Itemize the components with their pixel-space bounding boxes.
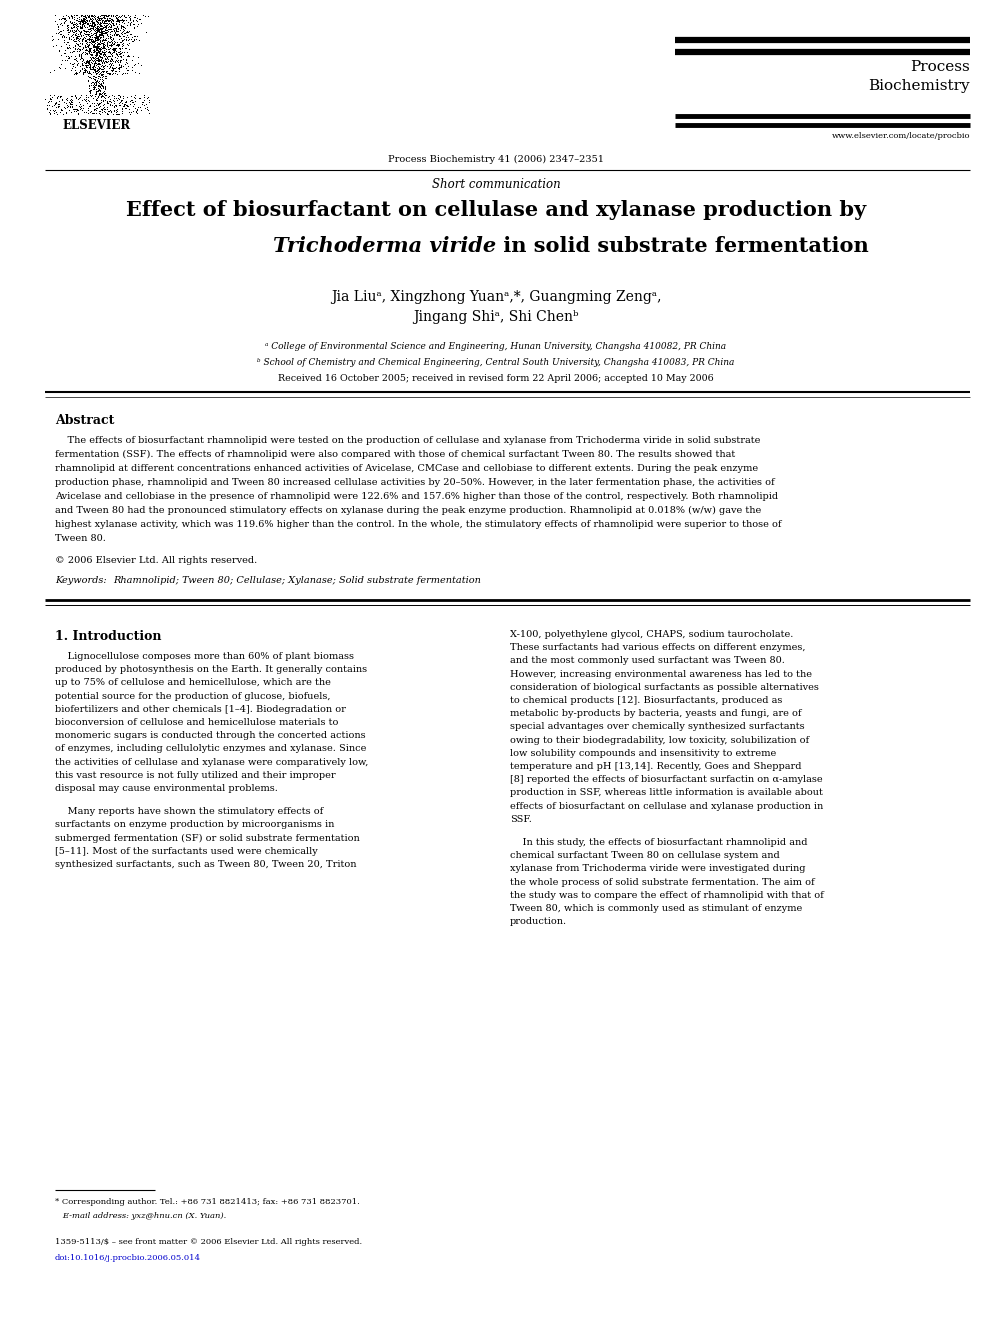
Text: Effect of biosurfactant on cellulase and xylanase production by: Effect of biosurfactant on cellulase and… [126, 200, 866, 220]
Text: 1359-5113/$ – see front matter © 2006 Elsevier Ltd. All rights reserved.: 1359-5113/$ – see front matter © 2006 El… [55, 1238, 362, 1246]
Text: production.: production. [510, 917, 567, 926]
Text: highest xylanase activity, which was 119.6% higher than the control. In the whol: highest xylanase activity, which was 119… [55, 520, 782, 529]
Text: [8] reported the effects of biosurfactant surfactin on α-amylase: [8] reported the effects of biosurfactan… [510, 775, 822, 785]
Text: produced by photosynthesis on the Earth. It generally contains: produced by photosynthesis on the Earth.… [55, 665, 367, 675]
Text: consideration of biological surfactants as possible alternatives: consideration of biological surfactants … [510, 683, 818, 692]
Text: Biochemistry: Biochemistry [868, 79, 970, 93]
Text: special advantages over chemically synthesized surfactants: special advantages over chemically synth… [510, 722, 805, 732]
Text: Jingang Shiᵃ, Shi Chenᵇ: Jingang Shiᵃ, Shi Chenᵇ [414, 310, 578, 324]
Text: Abstract: Abstract [55, 414, 114, 427]
Text: low solubility compounds and insensitivity to extreme: low solubility compounds and insensitivi… [510, 749, 777, 758]
Text: E-mail address: yxz@hnu.cn (X. Yuan).: E-mail address: yxz@hnu.cn (X. Yuan). [55, 1212, 226, 1220]
Text: metabolic by-products by bacteria, yeasts and fungi, are of: metabolic by-products by bacteria, yeast… [510, 709, 802, 718]
Text: this vast resource is not fully utilized and their improper: this vast resource is not fully utilized… [55, 771, 335, 779]
Text: © 2006 Elsevier Ltd. All rights reserved.: © 2006 Elsevier Ltd. All rights reserved… [55, 556, 257, 565]
Text: X-100, polyethylene glycol, CHAPS, sodium taurocholate.: X-100, polyethylene glycol, CHAPS, sodiu… [510, 630, 794, 639]
Text: potential source for the production of glucose, biofuels,: potential source for the production of g… [55, 692, 330, 701]
Text: effects of biosurfactant on cellulase and xylanase production in: effects of biosurfactant on cellulase an… [510, 802, 823, 811]
Text: Lignocellulose composes more than 60% of plant biomass: Lignocellulose composes more than 60% of… [55, 652, 354, 662]
Text: biofertilizers and other chemicals [1–4]. Biodegradation or: biofertilizers and other chemicals [1–4]… [55, 705, 346, 714]
Text: temperature and pH [13,14]. Recently, Goes and Sheppard: temperature and pH [13,14]. Recently, Go… [510, 762, 802, 771]
Text: Process Biochemistry 41 (2006) 2347–2351: Process Biochemistry 41 (2006) 2347–2351 [388, 155, 604, 164]
Text: of enzymes, including cellulolytic enzymes and xylanase. Since: of enzymes, including cellulolytic enzym… [55, 745, 366, 753]
Text: Keywords:: Keywords: [55, 576, 113, 585]
Text: xylanase from Trichoderma viride were investigated during: xylanase from Trichoderma viride were in… [510, 864, 806, 873]
Text: in solid substrate fermentation: in solid substrate fermentation [496, 235, 869, 255]
Text: Trichoderma viride: Trichoderma viride [273, 235, 496, 255]
Text: owing to their biodegradability, low toxicity, solubilization of: owing to their biodegradability, low tox… [510, 736, 809, 745]
Text: In this study, the effects of biosurfactant rhamnolipid and: In this study, the effects of biosurfact… [510, 837, 807, 847]
Text: Many reports have shown the stimulatory effects of: Many reports have shown the stimulatory … [55, 807, 323, 816]
Text: ELSEVIER: ELSEVIER [62, 119, 131, 132]
Text: fermentation (SSF). The effects of rhamnolipid were also compared with those of : fermentation (SSF). The effects of rhamn… [55, 450, 735, 459]
Text: monomeric sugars is conducted through the concerted actions: monomeric sugars is conducted through th… [55, 732, 366, 740]
Text: chemical surfactant Tween 80 on cellulase system and: chemical surfactant Tween 80 on cellulas… [510, 851, 780, 860]
Text: Tween 80, which is commonly used as stimulant of enzyme: Tween 80, which is commonly used as stim… [510, 904, 803, 913]
Text: rhamnolipid at different concentrations enhanced activities of Avicelase, CMCase: rhamnolipid at different concentrations … [55, 464, 758, 474]
Text: Received 16 October 2005; received in revised form 22 April 2006; accepted 10 Ma: Received 16 October 2005; received in re… [278, 374, 714, 382]
Text: Process: Process [911, 60, 970, 74]
Text: Jia Liuᵃ, Xingzhong Yuanᵃ,*, Guangming Zengᵃ,: Jia Liuᵃ, Xingzhong Yuanᵃ,*, Guangming Z… [330, 290, 662, 304]
Text: to chemical products [12]. Biosurfactants, produced as: to chemical products [12]. Biosurfactant… [510, 696, 783, 705]
Text: doi:10.1016/j.procbio.2006.05.014: doi:10.1016/j.procbio.2006.05.014 [55, 1254, 201, 1262]
Text: 1. Introduction: 1. Introduction [55, 630, 162, 643]
Text: SSF.: SSF. [510, 815, 532, 824]
Text: bioconversion of cellulose and hemicellulose materials to: bioconversion of cellulose and hemicellu… [55, 718, 338, 728]
Text: the whole process of solid substrate fermentation. The aim of: the whole process of solid substrate fer… [510, 877, 814, 886]
Text: submerged fermentation (SF) or solid substrate fermentation: submerged fermentation (SF) or solid sub… [55, 833, 360, 843]
Text: [5–11]. Most of the surfactants used were chemically: [5–11]. Most of the surfactants used wer… [55, 847, 317, 856]
Text: Rhamnolipid; Tween 80; Cellulase; Xylanase; Solid substrate fermentation: Rhamnolipid; Tween 80; Cellulase; Xylana… [113, 576, 481, 585]
Text: ᵇ School of Chemistry and Chemical Engineering, Central South University, Changs: ᵇ School of Chemistry and Chemical Engin… [257, 359, 735, 366]
Text: * Corresponding author. Tel.: +86 731 8821413; fax: +86 731 8823701.: * Corresponding author. Tel.: +86 731 88… [55, 1199, 360, 1207]
Text: However, increasing environmental awareness has led to the: However, increasing environmental awaren… [510, 669, 812, 679]
Text: Short communication: Short communication [432, 179, 560, 191]
Text: and Tween 80 had the pronounced stimulatory effects on xylanase during the peak : and Tween 80 had the pronounced stimulat… [55, 505, 761, 515]
Text: production phase, rhamnolipid and Tween 80 increased cellulase activities by 20–: production phase, rhamnolipid and Tween … [55, 478, 775, 487]
Text: ᵃ College of Environmental Science and Engineering, Hunan University, Changsha 4: ᵃ College of Environmental Science and E… [266, 343, 726, 351]
Text: up to 75% of cellulose and hemicellulose, which are the: up to 75% of cellulose and hemicellulose… [55, 679, 331, 688]
Text: www.elsevier.com/locate/procbio: www.elsevier.com/locate/procbio [831, 132, 970, 140]
Text: surfactants on enzyme production by microorganisms in: surfactants on enzyme production by micr… [55, 820, 334, 830]
Text: synthesized surfactants, such as Tween 80, Tween 20, Triton: synthesized surfactants, such as Tween 8… [55, 860, 356, 869]
Text: and the most commonly used surfactant was Tween 80.: and the most commonly used surfactant wa… [510, 656, 785, 665]
Text: These surfactants had various effects on different enzymes,: These surfactants had various effects on… [510, 643, 806, 652]
Text: Avicelase and cellobiase in the presence of rhamnolipid were 122.6% and 157.6% h: Avicelase and cellobiase in the presence… [55, 492, 778, 501]
Text: disposal may cause environmental problems.: disposal may cause environmental problem… [55, 785, 278, 792]
Text: production in SSF, whereas little information is available about: production in SSF, whereas little inform… [510, 789, 823, 798]
Text: the activities of cellulase and xylanase were comparatively low,: the activities of cellulase and xylanase… [55, 758, 368, 766]
Text: the study was to compare the effect of rhamnolipid with that of: the study was to compare the effect of r… [510, 890, 823, 900]
Text: Tween 80.: Tween 80. [55, 534, 106, 542]
Text: The effects of biosurfactant rhamnolipid were tested on the production of cellul: The effects of biosurfactant rhamnolipid… [55, 437, 761, 445]
